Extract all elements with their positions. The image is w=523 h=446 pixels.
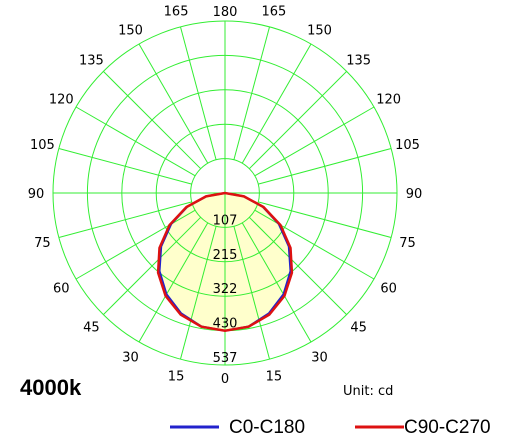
grid-spoke	[248, 216, 347, 315]
grid-spoke	[179, 26, 217, 160]
angle-label: 15	[168, 370, 185, 385]
angle-label: 165	[262, 4, 287, 19]
grid-spoke	[75, 106, 196, 177]
grid-spoke	[233, 226, 271, 360]
angle-label: 135	[79, 53, 104, 68]
polar-grid	[52, 20, 398, 366]
angle-label: 30	[311, 351, 328, 366]
angle-label: 45	[350, 321, 367, 336]
grid-spoke	[254, 209, 375, 280]
angle-label: 150	[307, 23, 332, 38]
angle-label: 105	[395, 138, 420, 153]
angle-label: 0	[221, 372, 229, 387]
legend-label: C0-C180	[229, 417, 305, 438]
grid-spoke	[103, 71, 202, 170]
grid-spoke	[241, 222, 312, 343]
angle-label: 45	[83, 321, 100, 336]
angle-label: 30	[122, 351, 139, 366]
angle-label: 90	[406, 187, 423, 202]
grid-spoke	[138, 222, 209, 343]
angle-label: 165	[164, 4, 189, 19]
grid-spoke	[233, 26, 271, 160]
unit-label: Unit: cd	[343, 384, 393, 399]
grid-spoke	[103, 216, 202, 315]
ring-label: 322	[213, 282, 238, 297]
ring-label: 107	[213, 213, 238, 228]
grid-spoke	[179, 226, 217, 360]
distribution-curves	[156, 191, 294, 332]
angle-label: 75	[399, 236, 416, 251]
angle-label: 135	[346, 53, 371, 68]
angle-label: 15	[266, 370, 283, 385]
grid-spoke	[58, 201, 192, 239]
angle-label: 150	[118, 23, 143, 38]
angle-label: 60	[380, 282, 397, 297]
grid-spoke	[254, 106, 375, 177]
chart-title: 4000k	[20, 375, 82, 400]
angle-label: 120	[376, 93, 401, 108]
grid-spoke	[241, 43, 312, 164]
ring-label: 215	[213, 248, 238, 263]
angle-label: 75	[34, 236, 51, 251]
grid-spoke	[248, 71, 347, 170]
grid-spoke	[258, 147, 392, 185]
series-curve	[156, 191, 294, 332]
grid-spoke	[75, 209, 196, 280]
grid-spoke	[138, 43, 209, 164]
ring-labels: 107 215 322 430 537	[213, 213, 238, 366]
angle-labels: 180 0 165 165 150 150 135 135 120 120 105 105 90 90 75…	[28, 4, 423, 387]
angle-label: 90	[28, 187, 45, 202]
grid-spoke	[58, 147, 192, 185]
grid-spoke	[258, 201, 392, 239]
angle-label: 60	[53, 282, 70, 297]
legend-label: C90-C270	[404, 417, 491, 438]
angle-label: 180	[213, 5, 238, 20]
ring-label: 537	[213, 351, 238, 366]
legend: C0-C180 C90-C270	[170, 417, 491, 438]
angle-label: 120	[49, 93, 74, 108]
ring-label: 430	[213, 317, 238, 332]
angle-label: 105	[30, 138, 55, 153]
